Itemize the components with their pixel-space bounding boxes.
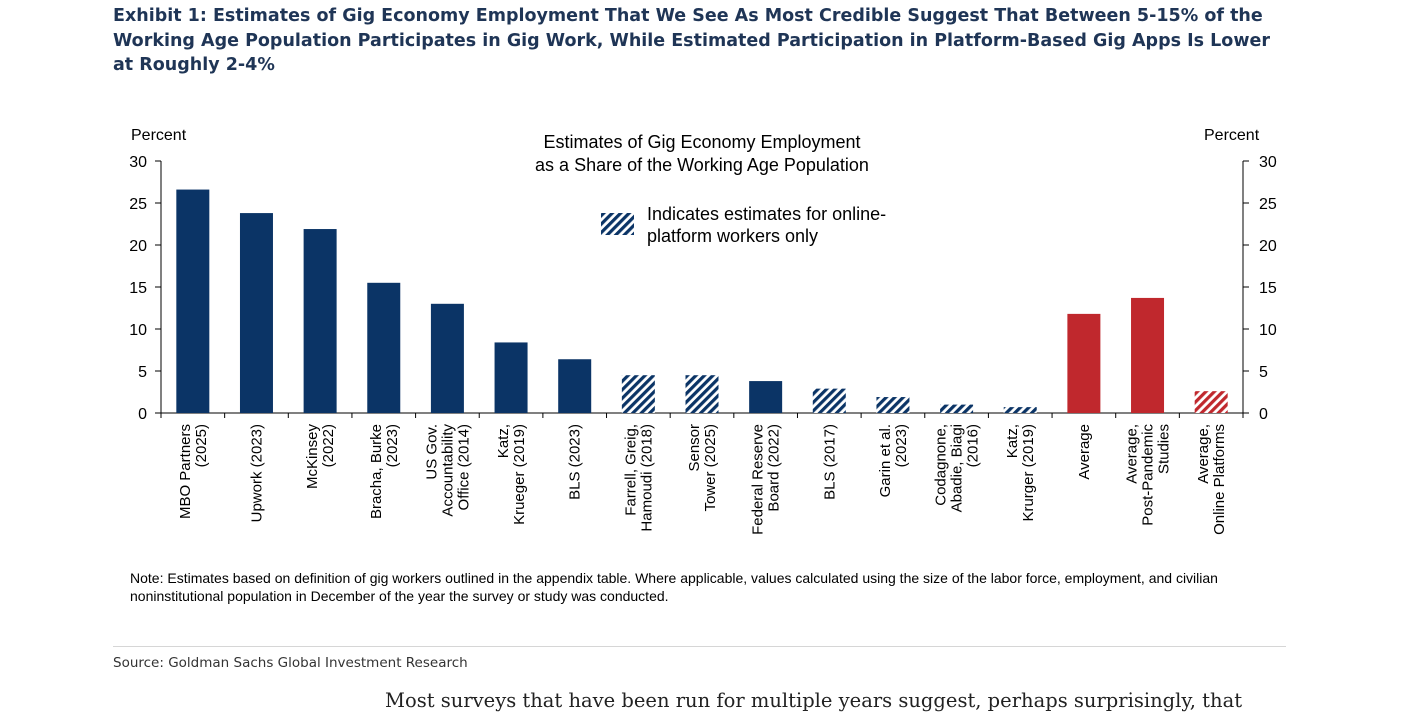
bar	[876, 397, 910, 413]
category-label-line: Accountability	[439, 424, 456, 517]
category-label-line: Average,	[1124, 424, 1141, 484]
category-label-line: Average	[1076, 424, 1093, 480]
category-label-line: MBO Partners	[177, 424, 194, 519]
y-tick-label-right: 15	[1259, 280, 1277, 297]
bar	[1067, 313, 1101, 413]
category-label: Bracha, Burke (2023)	[368, 424, 401, 519]
category-label-line: Bracha, Burke	[368, 424, 385, 519]
category-label-line: Katz,	[1004, 424, 1021, 458]
y-tick-label-left: 30	[129, 154, 147, 171]
body-paragraph: Most surveys that have been run for mult…	[385, 689, 1243, 712]
category-label-line: Codagnone,	[933, 424, 950, 506]
bar	[176, 189, 210, 413]
bar	[685, 375, 719, 413]
bar	[367, 282, 401, 413]
exhibit-title: Exhibit 1: Estimates of Gig Economy Empl…	[113, 6, 1270, 75]
category-label-line: (2016)	[965, 424, 982, 467]
y-tick-label-right: 10	[1259, 322, 1277, 339]
bar	[239, 213, 273, 413]
category-label: BLS (2023)	[567, 424, 584, 500]
category-label: Katz, Krueger (2019)	[495, 424, 528, 525]
y-tick-label-right: 30	[1259, 154, 1277, 171]
category-label-line: Krurger (2019)	[1020, 424, 1037, 522]
category-label-line: (2025)	[193, 424, 210, 467]
category-label-line: Katz,	[495, 424, 512, 458]
y-tick-label-right: 5	[1259, 364, 1268, 381]
y-tick-label-right: 25	[1259, 196, 1277, 213]
category-label-line: Upwork (2023)	[248, 424, 265, 522]
category-label-line: Farrell, Greig,	[622, 424, 639, 516]
category-label-line: Average,	[1195, 424, 1212, 484]
category-label-line: Board (2022)	[766, 424, 783, 512]
bar	[1003, 407, 1037, 413]
y-axis-label-right: Percent	[1204, 127, 1260, 144]
category-label: US Gov. Accountability Office (2014)	[423, 424, 472, 517]
category-label-line: Krueger (2019)	[511, 424, 528, 525]
bar	[430, 303, 464, 413]
category-label: Average, Post-Pandemic Studies	[1124, 424, 1173, 526]
y-tick-label-left: 15	[129, 280, 147, 297]
chart-title: Estimates of Gig Economy Employment	[543, 132, 860, 152]
divider	[113, 646, 1286, 647]
category-label-line: (2023)	[893, 424, 910, 467]
y-tick-label-right: 0	[1259, 406, 1268, 423]
category-label: BLS (2017)	[821, 424, 838, 500]
legend-label: platform workers only	[647, 226, 818, 246]
category-label-line: (2023)	[384, 424, 401, 467]
bar	[812, 388, 846, 413]
category-label-line: Online Platforms	[1211, 424, 1228, 535]
category-label-line: Office (2014)	[455, 424, 472, 510]
y-tick-label-left: 20	[129, 238, 147, 255]
y-tick-label-left: 25	[129, 196, 147, 213]
category-label: Sensor Tower (2025)	[686, 424, 719, 512]
category-label: Garin et al. (2023)	[877, 424, 910, 497]
category-label: McKinsey (2022)	[304, 424, 337, 490]
bar	[940, 404, 974, 413]
category-label-line: Hamoudi (2018)	[638, 424, 655, 532]
bar	[749, 381, 783, 413]
category-label-line: US Gov.	[423, 424, 440, 480]
y-tick-label-left: 5	[138, 364, 147, 381]
y-axis-label-left: Percent	[131, 127, 187, 144]
category-label: MBO Partners (2025)	[177, 424, 210, 519]
chart-note: Note: Estimates based on definition of g…	[130, 570, 1218, 604]
category-label-line: Sensor	[686, 424, 703, 472]
bar	[1194, 391, 1228, 413]
legend-swatch	[601, 213, 634, 235]
bar	[1131, 297, 1165, 413]
category-label: Average	[1076, 424, 1093, 480]
legend-label: Indicates estimates for online-	[647, 204, 886, 224]
bar	[558, 359, 592, 413]
bar	[303, 229, 337, 413]
category-label-line: Abadie, Biagi	[949, 424, 966, 512]
category-label: Codagnone, Abadie, Biagi (2016)	[933, 424, 982, 512]
category-label: Federal Reserve Board (2022)	[750, 424, 783, 535]
category-label-line: Post-Pandemic	[1140, 424, 1157, 526]
chart-title: as a Share of the Working Age Population	[535, 155, 869, 175]
category-label-line: Federal Reserve	[750, 424, 767, 535]
category-label-line: Tower (2025)	[702, 424, 719, 512]
category-label-line: Studies	[1156, 424, 1173, 474]
source-line: Source: Goldman Sachs Global Investment …	[113, 655, 468, 671]
category-label: Average, Online Platforms	[1195, 424, 1228, 535]
y-tick-label-left: 0	[138, 406, 147, 423]
category-label-line: Garin et al.	[877, 424, 894, 497]
category-label-line: BLS (2017)	[821, 424, 838, 500]
bar	[621, 375, 655, 413]
category-label-line: BLS (2023)	[567, 424, 584, 500]
category-label: Farrell, Greig, Hamoudi (2018)	[622, 424, 655, 532]
y-tick-label-right: 20	[1259, 238, 1277, 255]
category-label-line: (2022)	[320, 424, 337, 467]
bar	[494, 342, 528, 413]
category-label-line: McKinsey	[304, 424, 321, 490]
category-label: Upwork (2023)	[248, 424, 265, 522]
category-label: Katz, Krurger (2019)	[1004, 424, 1037, 522]
y-tick-label-left: 10	[129, 322, 147, 339]
